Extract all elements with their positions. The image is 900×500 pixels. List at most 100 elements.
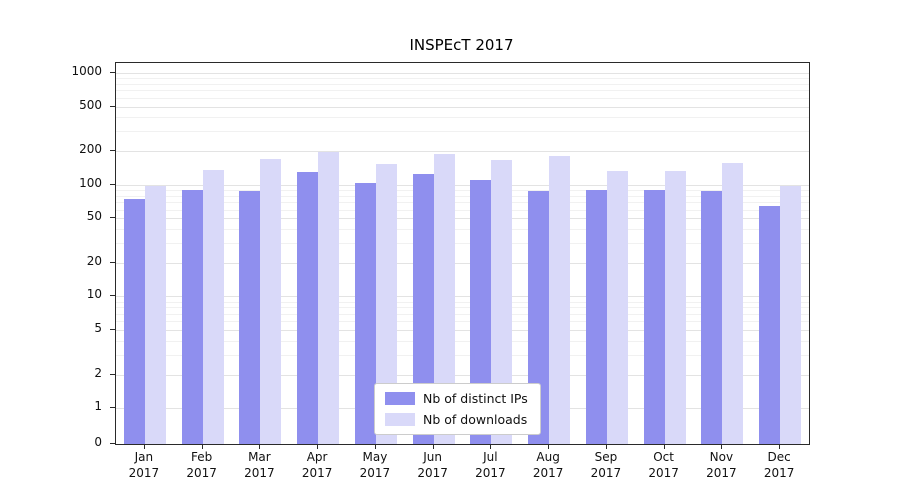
y-tick-label-0: 0 (94, 435, 102, 449)
bar-nb-of-distinct-ips-jan-2017 (123, 198, 145, 444)
y-tick-mark-2 (110, 373, 115, 375)
gridline-minor-800 (116, 83, 809, 85)
bar-nb-of-distinct-ips-aug-2017 (528, 190, 550, 444)
chart-title: INSPEcT 2017 (409, 36, 514, 54)
bar-nb-of-downloads-aug-2017 (549, 156, 571, 444)
x-tick-label-aug-2017: Aug 2017 (532, 450, 564, 480)
bar-nb-of-distinct-ips-oct-2017 (643, 190, 665, 444)
x-tick-mark-sep-2017 (605, 444, 607, 449)
y-tick-mark-1000 (110, 71, 115, 73)
gridline-minor-80 (116, 195, 809, 197)
legend-swatch-downloads (385, 413, 415, 426)
x-tick-label-nov-2017: Nov 2017 (706, 450, 737, 480)
x-tick-mark-mar-2017 (259, 444, 261, 449)
x-tick-label-sep-2017: Sep 2017 (590, 450, 622, 480)
bar-nb-of-downloads-oct-2017 (664, 170, 686, 444)
y-tick-mark-0 (110, 443, 115, 444)
bar-nb-of-downloads-dec-2017 (780, 185, 802, 444)
gridline-minor-300 (116, 131, 809, 133)
y-tick-label-10: 10 (86, 287, 102, 302)
bar-nb-of-downloads-sep-2017 (606, 171, 628, 444)
legend-swatch-distinct-ips (385, 392, 415, 405)
x-tick-mark-jul-2017 (490, 444, 492, 449)
bar-nb-of-downloads-may-2017 (375, 164, 397, 444)
gridline-10 (116, 296, 809, 298)
y-tick-mark-10 (110, 295, 115, 297)
bar-nb-of-distinct-ips-jun-2017 (412, 173, 434, 444)
gridline-minor-90 (116, 189, 809, 191)
x-tick-label-mar-2017: Mar 2017 (244, 450, 275, 480)
gridline-500 (116, 106, 809, 108)
y-tick-mark-50 (110, 217, 115, 219)
gridline-minor-40 (116, 229, 809, 231)
x-tick-mark-nov-2017 (721, 444, 723, 449)
y-tick-label-100: 100 (79, 175, 102, 190)
gridline-1000 (116, 72, 809, 74)
bar-nb-of-downloads-mar-2017 (260, 158, 282, 444)
x-tick-mark-apr-2017 (317, 444, 319, 449)
bar-nb-of-distinct-ips-feb-2017 (181, 189, 203, 444)
y-tick-mark-200 (110, 150, 115, 151)
y-tick-mark-100 (110, 183, 115, 185)
y-tick-mark-1 (110, 407, 115, 409)
y-tick-mark-5 (110, 329, 115, 331)
gridline-2 (116, 374, 809, 376)
gridline-minor-4 (116, 340, 809, 342)
x-tick-label-may-2017: May 2017 (359, 450, 391, 480)
y-tick-mark-500 (110, 105, 115, 107)
x-tick-label-dec-2017: Dec 2017 (763, 450, 795, 480)
gridline-minor-3 (116, 354, 809, 356)
bar-nb-of-downloads-apr-2017 (318, 151, 340, 444)
bar-nb-of-downloads-jun-2017 (433, 154, 455, 444)
gridline-minor-8 (116, 307, 809, 309)
y-tick-label-5: 5 (94, 321, 102, 336)
bar-nb-of-distinct-ips-apr-2017 (297, 171, 319, 444)
gridline-20 (116, 262, 809, 264)
gridline-100 (116, 184, 809, 186)
y-tick-mark-20 (110, 261, 115, 263)
x-tick-label-apr-2017: Apr 2017 (301, 450, 333, 480)
x-tick-label-feb-2017: Feb 2017 (186, 450, 217, 480)
x-tick-mark-aug-2017 (548, 444, 550, 449)
legend: Nb of distinct IPs Nb of downloads (374, 383, 541, 435)
x-tick-label-oct-2017: Oct 2017 (648, 450, 679, 480)
bar-nb-of-distinct-ips-may-2017 (354, 183, 376, 444)
bar-nb-of-downloads-nov-2017 (722, 163, 744, 444)
y-tick-label-1000: 1000 (71, 63, 102, 78)
x-tick-mark-dec-2017 (779, 444, 781, 449)
gridline-5 (116, 330, 809, 332)
legend-item-downloads: Nb of downloads (385, 412, 528, 427)
y-tick-label-200: 200 (79, 142, 102, 156)
y-tick-label-50: 50 (86, 209, 102, 224)
gridline-minor-400 (116, 117, 809, 119)
gridline-200 (116, 151, 809, 152)
x-tick-label-jul-2017: Jul 2017 (475, 450, 506, 480)
bar-nb-of-downloads-jan-2017 (144, 186, 166, 444)
legend-item-distinct-ips: Nb of distinct IPs (385, 391, 528, 406)
x-tick-label-jun-2017: Jun 2017 (417, 450, 448, 480)
gridline-minor-30 (116, 243, 809, 245)
x-tick-mark-jan-2017 (143, 444, 145, 449)
bar-nb-of-downloads-feb-2017 (202, 170, 224, 444)
legend-label-distinct-ips: Nb of distinct IPs (423, 391, 528, 406)
bar-nb-of-downloads-jul-2017 (491, 160, 513, 444)
y-tick-label-500: 500 (79, 97, 102, 112)
bar-nb-of-distinct-ips-dec-2017 (759, 205, 781, 444)
gridline-minor-9 (116, 301, 809, 303)
x-tick-mark-may-2017 (374, 444, 376, 449)
y-tick-label-20: 20 (86, 253, 102, 268)
gridline-50 (116, 218, 809, 220)
legend-label-downloads: Nb of downloads (423, 412, 528, 427)
gridline-minor-700 (116, 90, 809, 92)
bar-nb-of-distinct-ips-sep-2017 (585, 189, 607, 444)
gridline-minor-7 (116, 313, 809, 315)
x-tick-mark-feb-2017 (201, 444, 203, 449)
gridline-minor-60 (116, 209, 809, 211)
bar-nb-of-distinct-ips-mar-2017 (239, 190, 261, 444)
y-tick-label-1: 1 (94, 399, 102, 414)
gridline-minor-70 (116, 202, 809, 203)
x-tick-label-jan-2017: Jan 2017 (128, 450, 160, 480)
bar-nb-of-distinct-ips-jul-2017 (470, 180, 492, 444)
bar-nb-of-distinct-ips-nov-2017 (701, 191, 723, 444)
